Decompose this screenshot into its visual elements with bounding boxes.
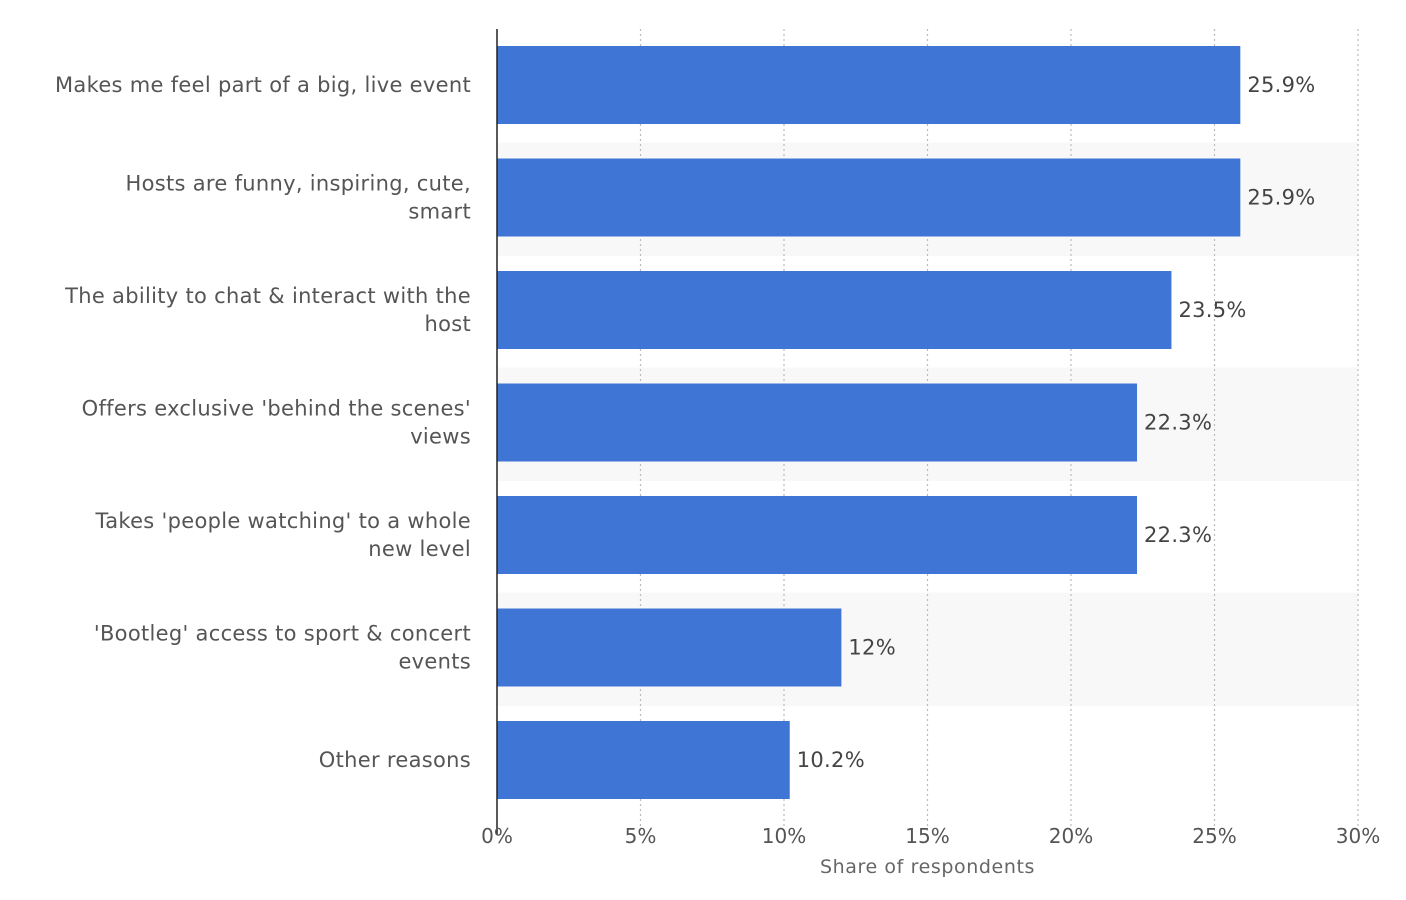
- category-label: 'Bootleg' access to sport & concert: [94, 622, 471, 646]
- category-labels: Makes me feel part of a big, live event H…: [55, 73, 471, 772]
- value-labels: 25.9% 25.9% 23.5% 22.3% 22.3% 12% 10.2%: [797, 73, 1316, 772]
- category-label: new level: [368, 537, 471, 561]
- bar: [497, 271, 1172, 349]
- value-label: 25.9%: [1247, 73, 1315, 97]
- x-tick-label: 0%: [481, 824, 513, 848]
- category-label: host: [424, 312, 471, 336]
- value-label: 22.3%: [1144, 523, 1212, 547]
- category-label: Other reasons: [319, 748, 471, 772]
- x-tick-label: 10%: [762, 824, 806, 848]
- category-label: Takes 'people watching' to a whole: [95, 509, 471, 533]
- category-label: smart: [408, 200, 471, 224]
- grid-lines: [639, 29, 1359, 835]
- x-tick-label: 25%: [1192, 824, 1236, 848]
- x-tick-label: 5%: [625, 824, 657, 848]
- bar: [497, 721, 790, 799]
- bar: [497, 608, 842, 687]
- x-axis-title: Share of respondents: [820, 856, 1035, 878]
- value-label: 22.3%: [1144, 411, 1212, 435]
- category-label: events: [398, 650, 471, 674]
- bar: [497, 383, 1138, 462]
- value-label: 12%: [848, 636, 896, 660]
- category-label: Makes me feel part of a big, live event: [55, 73, 471, 97]
- category-label: Hosts are funny, inspiring, cute,: [126, 172, 471, 196]
- category-label: The ability to chat & interact with the: [64, 284, 471, 308]
- category-label: Offers exclusive 'behind the scenes': [82, 397, 471, 421]
- bars: [497, 46, 1241, 799]
- value-label: 23.5%: [1178, 298, 1246, 322]
- bar: [497, 158, 1241, 237]
- x-tick-label: 30%: [1336, 824, 1380, 848]
- category-label: views: [410, 425, 471, 449]
- bar: [497, 46, 1241, 124]
- bar: [497, 496, 1138, 574]
- value-label: 25.9%: [1247, 186, 1315, 210]
- x-tick-labels: 0% 5% 10% 15% 20% 25% 30%: [481, 824, 1380, 848]
- x-tick-label: 20%: [1049, 824, 1093, 848]
- x-tick-label: 15%: [905, 824, 949, 848]
- value-label: 10.2%: [797, 748, 865, 772]
